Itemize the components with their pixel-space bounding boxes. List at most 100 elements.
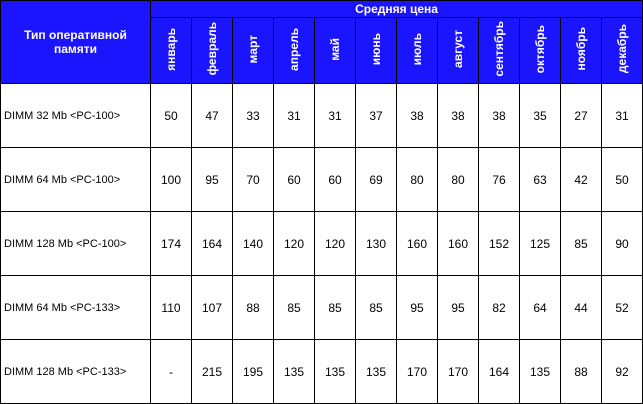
price-cell: 195 — [232, 339, 274, 404]
price-cell: 120 — [314, 211, 356, 276]
month-row: январь февраль март апрель май июнь июль август… — [1, 17, 643, 84]
price-cell: 135 — [355, 339, 397, 404]
month-label: октябрь — [533, 24, 547, 74]
price-cell: 215 — [191, 339, 233, 404]
price-cell: 31 — [600, 83, 643, 148]
group-header: Средняя цена — [149, 0, 643, 18]
price-cell: 38 — [437, 83, 479, 148]
month-label: февраль — [205, 22, 219, 76]
price-cell: 88 — [232, 275, 274, 340]
table-row: DIMM 32 Mb <PC-100> 50 47 33 31 31 37 38 38 38 35 2… — [0, 83, 643, 148]
month-header: декабрь — [600, 17, 643, 84]
price-cell: 60 — [314, 147, 356, 212]
price-cell: 76 — [478, 147, 520, 212]
price-cell: 52 — [600, 275, 643, 340]
price-cell: 120 — [273, 211, 315, 276]
month-header: март — [232, 17, 274, 84]
price-cell: 31 — [273, 83, 315, 148]
price-cell: 110 — [150, 275, 192, 340]
price-cell: 164 — [191, 211, 233, 276]
table-row: DIMM 128 Mb <PC-133> -215 195 135 135 135 170 1… — [0, 339, 643, 404]
price-cell: 85 — [560, 211, 602, 276]
price-cell: 42 — [560, 147, 602, 212]
month-label: март — [246, 34, 260, 64]
header-row: Тип оперативной памяти Средняя цена — [0, 0, 643, 84]
price-cell: 85 — [355, 275, 397, 340]
price-cell: 47 — [191, 83, 233, 148]
month-label: июль — [410, 32, 424, 66]
price-cell: 107 — [191, 275, 233, 340]
price-cell: 82 — [478, 275, 520, 340]
price-cell: 152 — [478, 211, 520, 276]
price-cell: 37 — [355, 83, 397, 148]
table-row: DIMM 64 Mb <PC-100> 100 95 70 60 60 69 80 80 76 63… — [0, 147, 643, 212]
price-cell: 135 — [314, 339, 356, 404]
price-cell: 100 — [150, 147, 192, 212]
price-cell: 85 — [273, 275, 315, 340]
month-label: июнь — [369, 32, 383, 66]
price-cell: 164 — [478, 339, 520, 404]
price-cell: 95 — [191, 147, 233, 212]
month-header: январь — [150, 17, 192, 84]
price-cell: 170 — [396, 339, 438, 404]
price-cell: 27 — [560, 83, 602, 148]
memory-type: DIMM 64 Mb <PC-100> — [0, 147, 151, 212]
month-label: август — [451, 30, 465, 68]
price-cell: 64 — [519, 275, 561, 340]
price-cell: 174 — [150, 211, 192, 276]
price-cell: 80 — [437, 147, 479, 212]
price-cell: 92 — [600, 339, 643, 404]
price-cell: - — [150, 339, 192, 404]
month-header: июнь — [355, 17, 397, 84]
month-label: ноябрь — [574, 27, 588, 71]
price-cell: 80 — [396, 147, 438, 212]
price-cell: 140 — [232, 211, 274, 276]
price-cell: 160 — [437, 211, 479, 276]
price-cell: 88 — [560, 339, 602, 404]
memory-type: DIMM 128 Mb <PC-133> — [0, 339, 151, 404]
month-header: сентябрь — [478, 17, 520, 84]
memory-type: DIMM 64 Mb <PC-133> — [0, 275, 151, 340]
price-cell: 38 — [396, 83, 438, 148]
price-cell: 69 — [355, 147, 397, 212]
price-cell: 85 — [314, 275, 356, 340]
month-label: май — [328, 37, 342, 61]
price-cell: 35 — [519, 83, 561, 148]
table-row: DIMM 64 Mb <PC-133> 110 107 88 85 85 85 95 95 82 6… — [0, 275, 643, 340]
table-row: DIMM 128 Mb <PC-100> 174 164 140 120 120 130 16… — [0, 211, 643, 276]
price-cell: 70 — [232, 147, 274, 212]
month-label: декабрь — [615, 24, 630, 74]
price-cell: 50 — [600, 147, 643, 212]
price-cell: 125 — [519, 211, 561, 276]
month-header: апрель — [273, 17, 315, 84]
month-label: январь — [164, 27, 178, 71]
month-header: ноябрь — [560, 17, 602, 84]
row-header: Тип оперативной памяти — [0, 0, 151, 84]
month-header: июль — [396, 17, 438, 84]
month-header: октябрь — [519, 17, 561, 84]
price-cell: 50 — [150, 83, 192, 148]
price-cell: 33 — [232, 83, 274, 148]
price-cell: 135 — [519, 339, 561, 404]
price-cell: 63 — [519, 147, 561, 212]
price-cell: 95 — [437, 275, 479, 340]
price-cell: 60 — [273, 147, 315, 212]
memory-type: DIMM 32 Mb <PC-100> — [0, 83, 151, 148]
price-cell: 95 — [396, 275, 438, 340]
price-cell: 31 — [314, 83, 356, 148]
price-cell: 135 — [273, 339, 315, 404]
month-header: май — [314, 17, 356, 84]
month-header: август — [437, 17, 479, 84]
price-cell: 130 — [355, 211, 397, 276]
price-cell: 90 — [600, 211, 643, 276]
month-header: февраль — [191, 17, 233, 84]
price-cell: 44 — [560, 275, 602, 340]
price-cell: 170 — [437, 339, 479, 404]
price-cell: 160 — [396, 211, 438, 276]
memory-type: DIMM 128 Mb <PC-100> — [0, 211, 151, 276]
month-label: сентябрь — [492, 21, 506, 77]
price-cell: 38 — [478, 83, 520, 148]
month-label: апрель — [287, 27, 301, 71]
